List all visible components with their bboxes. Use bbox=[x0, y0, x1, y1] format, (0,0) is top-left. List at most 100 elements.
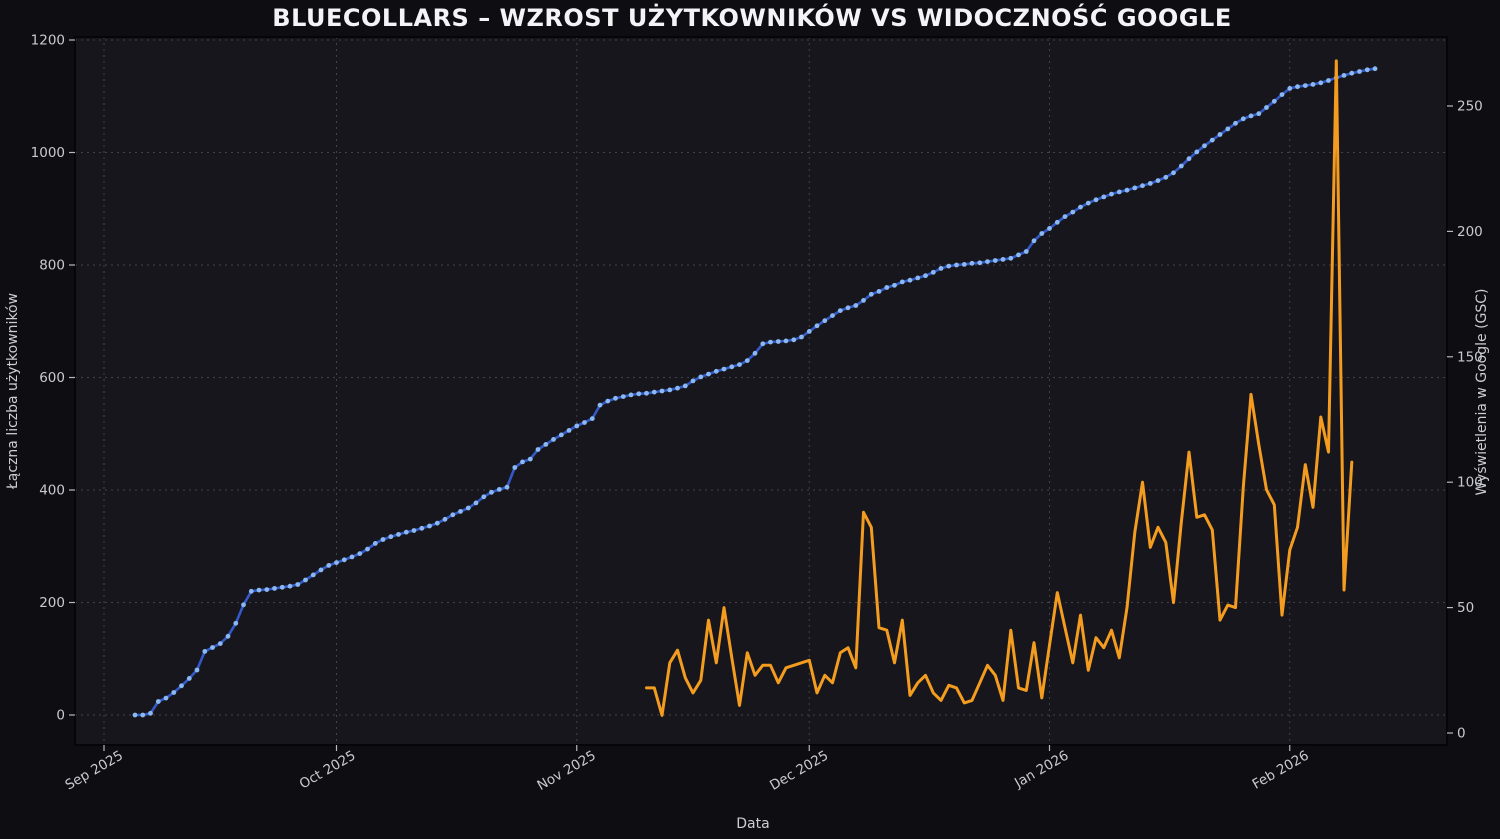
data-point bbox=[295, 582, 301, 587]
y-left-tick-label: 400 bbox=[39, 483, 65, 499]
data-point bbox=[915, 275, 921, 281]
data-point bbox=[171, 690, 177, 695]
data-point bbox=[512, 465, 518, 470]
data-point bbox=[651, 389, 657, 395]
data-point bbox=[938, 266, 944, 271]
data-point bbox=[837, 308, 843, 313]
data-point bbox=[737, 362, 742, 367]
data-point bbox=[566, 428, 572, 433]
data-point bbox=[357, 551, 363, 556]
data-point bbox=[1302, 83, 1308, 88]
y-left-tick-label: 800 bbox=[39, 258, 65, 274]
y-left-tick-label: 1200 bbox=[31, 33, 65, 49]
data-point bbox=[303, 577, 308, 583]
data-point bbox=[186, 676, 192, 681]
data-point bbox=[1085, 200, 1091, 206]
data-point bbox=[868, 291, 874, 297]
y-right-tick-label: 50 bbox=[1457, 600, 1474, 616]
data-point bbox=[806, 329, 812, 334]
gridlines bbox=[75, 37, 1447, 745]
data-point bbox=[1240, 116, 1246, 122]
data-point bbox=[1341, 73, 1347, 78]
data-point bbox=[527, 456, 533, 462]
data-point bbox=[760, 341, 766, 347]
data-point bbox=[744, 358, 750, 363]
data-point bbox=[140, 712, 146, 718]
data-point bbox=[1248, 113, 1254, 119]
data-point bbox=[636, 391, 642, 397]
y-right-tick-label: 100 bbox=[1457, 475, 1483, 491]
data-point bbox=[465, 505, 471, 511]
data-point bbox=[148, 710, 153, 716]
data-point bbox=[1287, 86, 1293, 91]
data-point bbox=[1147, 181, 1153, 186]
data-point bbox=[783, 338, 789, 344]
data-point bbox=[768, 339, 773, 345]
data-point bbox=[884, 285, 890, 290]
data-point bbox=[310, 572, 316, 578]
data-point bbox=[202, 649, 208, 654]
users-cumulative-markers bbox=[132, 66, 1378, 718]
data-point bbox=[721, 366, 727, 372]
data-point bbox=[1163, 174, 1169, 180]
data-point bbox=[814, 323, 820, 329]
data-point bbox=[272, 586, 277, 591]
data-point bbox=[946, 263, 952, 269]
data-point bbox=[179, 683, 184, 689]
data-point bbox=[473, 500, 479, 506]
data-point bbox=[582, 420, 587, 425]
plot-area bbox=[75, 37, 1447, 745]
data-point bbox=[1202, 143, 1207, 149]
data-point bbox=[1031, 238, 1037, 244]
data-point bbox=[675, 385, 680, 391]
data-point bbox=[558, 432, 564, 438]
data-point bbox=[1054, 219, 1060, 225]
data-point bbox=[442, 516, 448, 522]
data-point bbox=[1008, 255, 1014, 261]
data-point bbox=[1178, 163, 1184, 169]
data-point bbox=[411, 528, 417, 533]
data-point bbox=[1349, 70, 1355, 76]
data-point bbox=[853, 303, 859, 308]
data-point bbox=[830, 313, 835, 318]
data-point bbox=[1140, 183, 1145, 189]
data-point bbox=[318, 567, 324, 573]
data-point bbox=[496, 487, 502, 492]
data-point bbox=[248, 588, 254, 594]
data-point bbox=[434, 520, 440, 526]
data-point bbox=[217, 641, 223, 646]
y-left-axis-label: Łączna liczba użytkowników bbox=[5, 293, 21, 490]
data-point bbox=[1101, 194, 1107, 200]
axis-ticks bbox=[69, 39, 1453, 751]
data-point bbox=[163, 695, 169, 701]
data-point bbox=[775, 339, 781, 344]
data-point bbox=[380, 537, 386, 542]
data-point bbox=[589, 416, 595, 421]
data-point bbox=[1070, 209, 1076, 215]
data-point bbox=[194, 667, 200, 673]
data-point bbox=[349, 554, 355, 560]
data-point bbox=[961, 262, 967, 267]
data-point bbox=[752, 350, 758, 356]
data-point bbox=[1256, 111, 1262, 117]
data-point bbox=[489, 489, 494, 495]
data-point bbox=[1016, 252, 1021, 258]
data-point bbox=[1295, 84, 1300, 90]
data-point bbox=[551, 437, 556, 442]
data-point bbox=[899, 279, 905, 285]
data-point bbox=[1310, 82, 1316, 87]
data-point bbox=[427, 523, 432, 529]
data-point bbox=[930, 269, 936, 275]
data-point bbox=[1318, 80, 1324, 86]
data-point bbox=[969, 260, 975, 266]
data-point bbox=[845, 305, 851, 311]
data-point bbox=[644, 390, 649, 396]
data-point bbox=[225, 633, 231, 639]
data-point bbox=[1194, 149, 1200, 155]
data-point bbox=[396, 532, 401, 537]
data-point bbox=[713, 368, 719, 374]
data-point bbox=[1264, 105, 1269, 110]
y-right-tick-label: 150 bbox=[1457, 349, 1483, 365]
